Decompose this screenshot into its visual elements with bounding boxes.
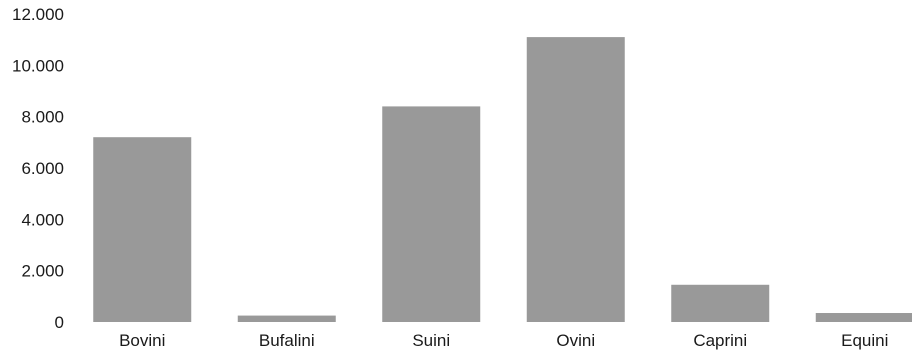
y-tick-label: 10.000: [12, 56, 64, 75]
x-tick-label-bovini: Bovini: [119, 331, 165, 350]
bars: [93, 37, 912, 323]
bar-suini: [382, 106, 481, 323]
bar-bovini: [93, 137, 192, 322]
x-tick-label-equini: Equini: [841, 331, 888, 350]
x-tick-label-suini: Suini: [412, 331, 450, 350]
y-tick-label: 8.000: [21, 108, 64, 127]
x-tick-label-bufalini: Bufalini: [259, 331, 315, 350]
x-tick-label-ovini: Ovini: [556, 331, 595, 350]
x-axis-category-labels: Bovini Bufalini Suini Ovini Caprini Equini: [119, 331, 888, 350]
y-tick-label: 12.000: [12, 5, 64, 24]
y-tick-label: 2.000: [21, 262, 64, 281]
y-axis-tick-labels: 0 2.000 4.000 6.000 8.000 10.000 12.000: [12, 5, 64, 332]
x-tick-label-caprini: Caprini: [693, 331, 747, 350]
bar-ovini: [526, 37, 625, 322]
y-tick-label: 4.000: [21, 210, 64, 229]
bar-bufalini: [237, 315, 336, 322]
y-tick-label: 0: [55, 313, 64, 332]
y-tick-label: 6.000: [21, 159, 64, 178]
bar-caprini: [671, 284, 770, 322]
bar-equini: [815, 313, 912, 322]
